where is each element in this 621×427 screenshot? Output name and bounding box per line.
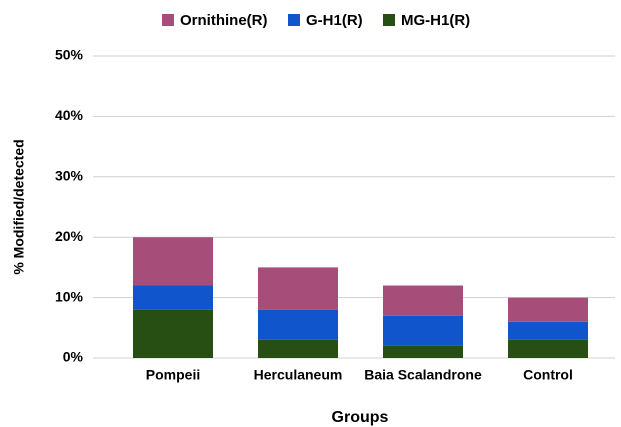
legend-swatch — [288, 14, 300, 26]
legend-swatch — [162, 14, 174, 26]
x-tick-label: Herculaneum — [254, 367, 343, 383]
bar-segment — [258, 267, 338, 310]
bar-segment — [383, 315, 463, 346]
bar-segment — [508, 297, 588, 322]
y-tick-label: 50% — [55, 47, 84, 63]
y-tick-label: 10% — [55, 288, 84, 304]
bar-segment — [383, 285, 463, 316]
legend-label: G-H1(R) — [306, 12, 363, 29]
y-axis-label: % Modified/detected — [11, 139, 27, 274]
bar-segment — [258, 309, 338, 340]
x-tick-label: Baia Scalandrone — [364, 367, 482, 383]
bar-segment — [133, 237, 213, 286]
bar-segment — [133, 285, 213, 310]
bar-segment — [508, 339, 588, 358]
y-tick-label: 40% — [55, 107, 84, 123]
y-tick-label: 30% — [55, 168, 84, 184]
y-tick-label: 20% — [55, 228, 84, 244]
bar-segment — [508, 321, 588, 340]
x-tick-label: Pompeii — [146, 367, 200, 383]
bar-segment — [383, 345, 463, 358]
bar-segment — [133, 309, 213, 358]
y-tick-label: 0% — [63, 349, 84, 365]
x-tick-label: Control — [523, 367, 573, 383]
legend-swatch — [383, 14, 395, 26]
x-axis-label: Groups — [332, 409, 389, 426]
bar-segment — [258, 339, 338, 358]
legend-label: MG-H1(R) — [401, 12, 470, 29]
legend-label: Ornithine(R) — [180, 12, 268, 29]
